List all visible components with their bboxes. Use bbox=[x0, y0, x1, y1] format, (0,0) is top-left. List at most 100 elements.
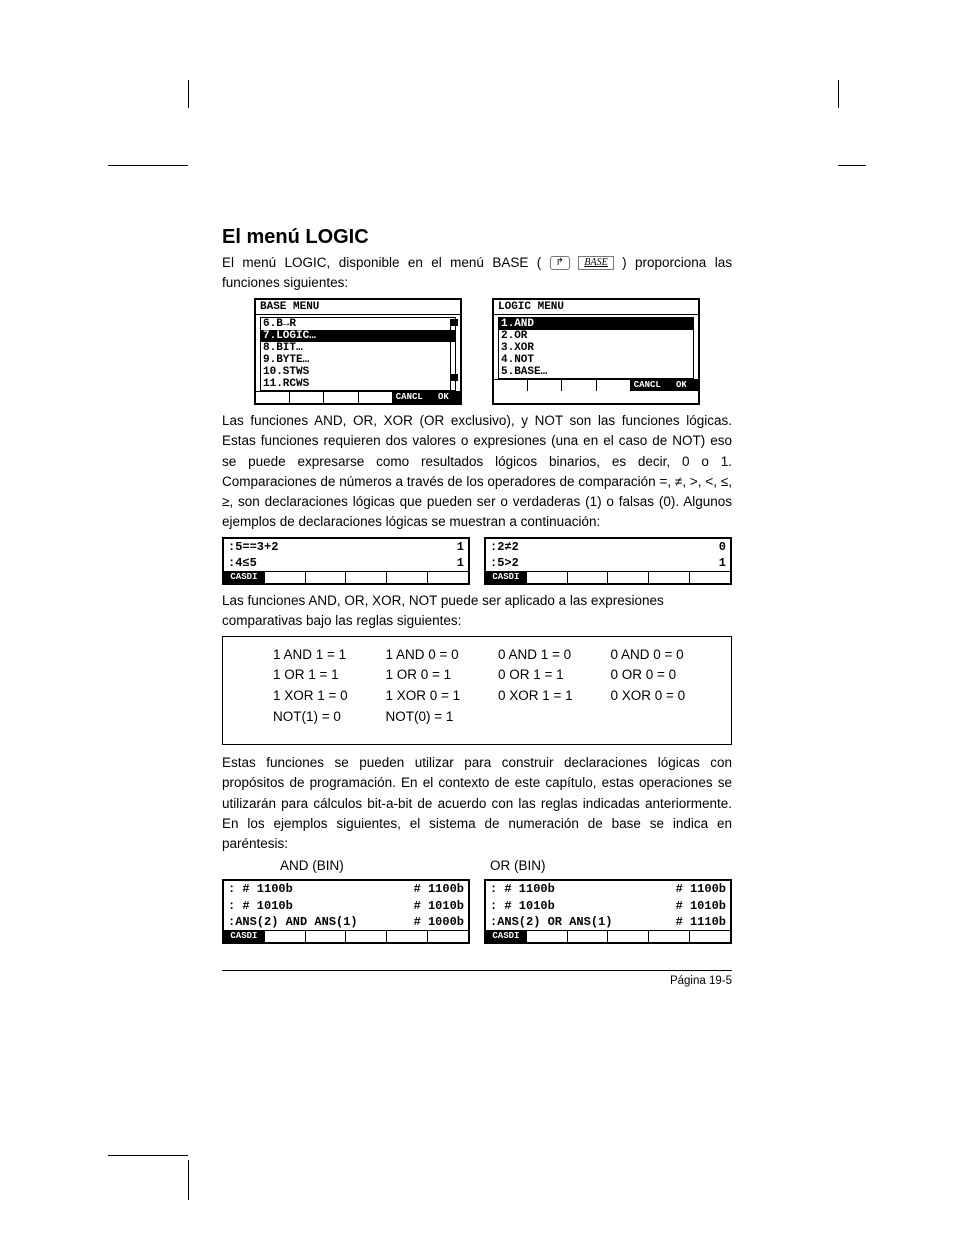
softkey-empty bbox=[359, 392, 393, 403]
menu-item: 9.BYTE… bbox=[261, 354, 455, 366]
truth-cell: 0 AND 0 = 0 bbox=[611, 645, 724, 666]
stack-entry: :5==3+2 bbox=[228, 539, 278, 555]
paragraph-3: Las funciones AND, OR, XOR, NOT puede se… bbox=[222, 591, 732, 632]
softkey-empty bbox=[494, 380, 528, 391]
stack-row: :4≤5 1 bbox=[224, 555, 468, 571]
menu-item: 1.AND bbox=[499, 318, 693, 330]
softkey-label: OK bbox=[665, 380, 698, 391]
truth-table-box: 1 AND 1 = 11 AND 0 = 00 AND 1 = 00 AND 0… bbox=[222, 636, 732, 746]
softkey-empty bbox=[306, 572, 347, 583]
stack-entry: : # 1100b bbox=[228, 881, 293, 897]
intro-text-a: El menú LOGIC, disponible en el menú BAS… bbox=[222, 255, 541, 270]
softkey-empty bbox=[265, 931, 306, 942]
stack-result: # 1010b bbox=[414, 898, 464, 914]
truth-cell: 1 AND 0 = 0 bbox=[386, 645, 499, 666]
stack-entry: :ANS(2) OR ANS(1) bbox=[490, 914, 612, 930]
stack-result: # 1000b bbox=[414, 914, 464, 930]
softkey-label: CANCL bbox=[393, 392, 427, 403]
softkey-empty bbox=[306, 931, 347, 942]
menu-item: 8.BIT… bbox=[261, 342, 455, 354]
softkey-label: CASDI bbox=[224, 572, 265, 583]
truth-cell: 0 AND 1 = 0 bbox=[498, 645, 611, 666]
stack-row: :5>21 bbox=[486, 555, 730, 571]
softkey-empty bbox=[387, 572, 428, 583]
stack-result: # 1100b bbox=[676, 881, 726, 897]
softkey-empty bbox=[608, 572, 649, 583]
softkey-empty bbox=[527, 931, 568, 942]
truth-cell: 1 AND 1 = 1 bbox=[273, 645, 386, 666]
stack-entry: :4≤5 bbox=[228, 555, 257, 571]
paragraph-2: Las funciones AND, OR, XOR (OR exclusivo… bbox=[222, 411, 732, 533]
stack-result: 1 bbox=[457, 539, 464, 555]
crop-mark bbox=[188, 1160, 189, 1200]
stack-entry: :2≠2 bbox=[490, 539, 519, 555]
softkey-empty bbox=[346, 572, 387, 583]
stack-result: 1 bbox=[457, 555, 464, 571]
truth-cell: 1 OR 1 = 1 bbox=[273, 665, 386, 686]
stack-entry: :ANS(2) AND ANS(1) bbox=[228, 914, 358, 930]
truth-cell: 1 XOR 1 = 0 bbox=[273, 686, 386, 707]
comparison-screens-row: :5==3+2 1 :4≤5 1 CASDI :2≠2 0:5>21 CASDI bbox=[222, 537, 732, 585]
softkey-empty bbox=[527, 572, 568, 583]
or-example-screen: : # 1100b# 1100b: # 1010b# 1010b:ANS(2) … bbox=[484, 879, 732, 944]
intro-paragraph: El menú LOGIC, disponible en el menú BAS… bbox=[222, 253, 732, 294]
page-content: El menú LOGIC El menú LOGIC, disponible … bbox=[222, 226, 732, 987]
menu-item: 7.LOGIC… bbox=[261, 330, 455, 342]
softkey-label: CASDI bbox=[486, 931, 527, 942]
menu-item: 4.NOT bbox=[499, 354, 693, 366]
menu-item: 3.XOR bbox=[499, 342, 693, 354]
softkey-empty bbox=[387, 931, 428, 942]
softkey-empty bbox=[256, 392, 290, 403]
truth-row: 1 XOR 1 = 01 XOR 0 = 10 XOR 1 = 10 XOR 0… bbox=[273, 686, 723, 707]
stack-row: :2≠2 0 bbox=[486, 539, 730, 555]
logic-menu-screen: LOGIC MENU 1.AND2.OR3.XOR4.NOT5.BASE… CA… bbox=[492, 298, 700, 406]
softkey-empty bbox=[568, 572, 609, 583]
softkey-empty bbox=[290, 392, 324, 403]
shift-key-icon: ↱ bbox=[550, 256, 570, 270]
crop-mark bbox=[188, 80, 189, 108]
softkey-empty bbox=[265, 572, 306, 583]
menu-item: 11.RCWS bbox=[261, 378, 455, 390]
base-menu-header: BASE MENU bbox=[256, 300, 460, 315]
footer-rule bbox=[222, 970, 732, 971]
stack-result: 1 bbox=[719, 555, 726, 571]
truth-cell: 0 XOR 1 = 1 bbox=[498, 686, 611, 707]
truth-cell: 0 XOR 0 = 0 bbox=[611, 686, 724, 707]
softkey-empty bbox=[528, 380, 562, 391]
softkey-empty bbox=[690, 572, 730, 583]
softkey-empty bbox=[649, 572, 690, 583]
stack-entry: : # 1100b bbox=[490, 881, 555, 897]
and-example-screen: : # 1100b # 1100b: # 1010b# 1010b:ANS(2) … bbox=[222, 879, 470, 944]
stack-result: # 1010b bbox=[676, 898, 726, 914]
softkey-label: CASDI bbox=[486, 572, 527, 583]
comparison-screen-right: :2≠2 0:5>21 CASDI bbox=[484, 537, 732, 585]
stack-row: : # 1100b # 1100b bbox=[486, 881, 730, 897]
page-number: Página 19-5 bbox=[222, 975, 732, 987]
softkey-label: CASDI bbox=[224, 931, 265, 942]
stack-result: 0 bbox=[719, 539, 726, 555]
stack-row: : # 1010b# 1010b bbox=[224, 898, 468, 914]
truth-cell: NOT(1) = 0 bbox=[273, 707, 386, 728]
stack-row: :ANS(2) OR ANS(1) # 1110b bbox=[486, 914, 730, 930]
menu-item: 5.BASE… bbox=[499, 366, 693, 378]
stack-result: # 1100b bbox=[414, 881, 464, 897]
menu-item: 2.OR bbox=[499, 330, 693, 342]
logic-menu-header: LOGIC MENU bbox=[494, 300, 698, 315]
stack-result: # 1110b bbox=[676, 914, 726, 930]
truth-cell: 0 OR 0 = 0 bbox=[611, 665, 724, 686]
base-menu-screen: BASE MENU 6.B→R7.LOGIC…8.BIT…9.BYTE…10.S… bbox=[254, 298, 462, 406]
page-title: El menú LOGIC bbox=[222, 226, 732, 249]
truth-cell bbox=[611, 707, 724, 728]
truth-cell bbox=[498, 707, 611, 728]
truth-row: NOT(1) = 0NOT(0) = 1 bbox=[273, 707, 723, 728]
softkey-empty bbox=[597, 380, 631, 391]
scrollbar-icon bbox=[450, 319, 458, 392]
softkey-empty bbox=[428, 931, 468, 942]
or-example-label: OR (BIN) bbox=[484, 858, 546, 873]
softkey-empty bbox=[690, 931, 730, 942]
stack-row: :ANS(2) AND ANS(1) # 1000b bbox=[224, 914, 468, 930]
stack-row: : # 1100b # 1100b bbox=[224, 881, 468, 897]
stack-row: :5==3+2 1 bbox=[224, 539, 468, 555]
truth-cell: NOT(0) = 1 bbox=[386, 707, 499, 728]
softkey-empty bbox=[568, 931, 609, 942]
